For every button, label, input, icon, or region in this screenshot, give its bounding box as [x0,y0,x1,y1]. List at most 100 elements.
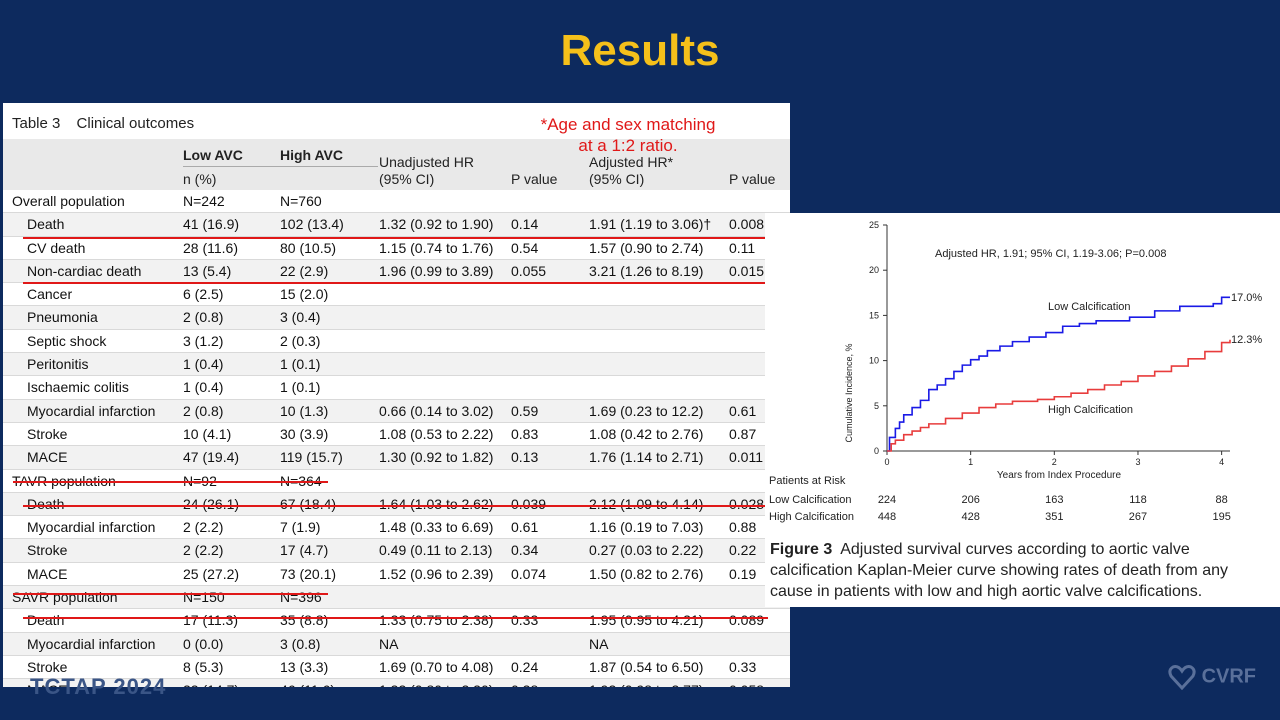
table-cell: 0.19 [729,565,757,582]
table-cell: 13 (3.3) [280,658,329,675]
table-cell: 0.089 [729,612,765,629]
label-low-calcification: Low Calcification [1048,301,1131,313]
table-cell: 1.08 (0.53 to 2.22) [379,425,494,442]
matching-note-line1: *Age and sex matching [540,115,716,134]
table-cell: 2 (0.8) [183,402,224,419]
table-cell: 2 (0.3) [280,332,321,349]
table-cell: 3.21 (1.26 to 8.19) [589,262,704,279]
table-cell: 15 (2.0) [280,286,329,303]
table-cell: 3 (0.4) [280,309,321,326]
col-high-avc: High AVC [280,147,343,163]
table-cell: N=760 [280,193,322,209]
highlight-death-tavr [23,505,768,507]
table-cell: 0.61 [511,519,539,536]
table-cell: Myocardial infarction [27,402,156,419]
table-cell: Myocardial infarction [27,635,156,652]
table-cell: N=396 [280,589,322,606]
table-row: MACE 47 (19.4) 119 (15.7) 1.30 (0.92 to 1.8… [3,446,790,470]
table-cell: 2.12 (1.09 to 4.14) [589,495,704,512]
table-cell: 1.57 (0.90 to 2.74) [589,239,704,256]
table-cell: 1.76 (1.14 to 2.71) [589,449,704,466]
table-cell: 0.22 [729,542,757,559]
header-divider [183,166,378,167]
table-cell: 0.54 [511,239,539,256]
table-cell: 2 (2.2) [183,519,224,536]
table-cell: 0.14 [511,216,539,233]
table-cell: Septic shock [27,332,107,349]
table-cell: 1.91 (1.19 to 3.06)† [589,216,712,233]
table-cell: 0.33 [511,612,539,629]
risk-number: 224 [878,494,896,506]
table-cell: 1.33 (0.75 to 2.38) [379,612,494,629]
series-high-calcification [887,339,1231,452]
table-cell: 10 (4.1) [183,425,232,442]
end-value-low: 17.0% [1231,292,1262,304]
table-cell: 2 (2.2) [183,542,224,559]
table-cell: Stroke [27,658,68,675]
table-row: CV death 28 (11.6) 80 (10.5) 1.15 (0.74 to … [3,237,790,260]
table-cell: 0.055 [511,262,547,279]
table-cell: 1.15 (0.74 to 1.76) [379,239,494,256]
clinical-outcomes-table: Table 3 Clinical outcomes Low AVC n (%) … [3,103,790,687]
table-cell: 0.13 [511,449,539,466]
table-cell: 1.96 (0.99 to 3.89) [379,262,494,279]
table-group-row: SAVR population N=150 N=396 [3,586,790,610]
table-row: Stroke 8 (5.3) 13 (3.3) 1.69 (0.70 to 4.08)… [3,656,790,680]
table-cell: 0.66 (0.14 to 3.02) [379,402,494,419]
table-cell: 10 (1.3) [280,402,329,419]
col-unadj-hr: Unadjusted HR [379,154,474,170]
table-cell: 8 (5.3) [183,658,224,675]
table-row: Ischaemic colitis 1 (0.4) 1 (0.1) [3,376,790,400]
table-cell: N=242 [183,193,225,209]
table-row: Myocardial infarction 2 (2.2) 7 (1.9) 1.48 … [3,516,790,540]
highlight-noncardiac [23,282,768,284]
table-cell: 28 (11.6) [183,239,238,256]
table-cell: 80 (10.5) [280,239,337,256]
table-cell: 67 (18.4) [280,495,337,512]
table-cell: TAVR population [12,473,116,489]
y-tick-label: 10 [869,356,879,366]
table-cell: 17 (11.3) [183,612,238,629]
table-cell: 0.34 [511,542,539,559]
table-cell: 1 (0.4) [183,379,224,396]
x-tick-label: 1 [968,457,973,467]
table-cell: 0.039 [511,495,547,512]
risk-number: 267 [1129,511,1147,523]
conference-watermark: TCTAP 2024 [30,674,167,699]
table-cell: NA [589,635,609,652]
table-cell: 0.008 [729,216,765,233]
table-cell: 0.49 (0.11 to 2.13) [379,542,493,559]
y-tick-label: 5 [874,401,879,411]
table-cell: Death [27,495,65,512]
table-cell: 1 (0.1) [280,356,321,373]
table-row: Cancer 6 (2.5) 15 (2.0) [3,283,790,307]
end-value-high: 12.3% [1231,334,1262,346]
table-caption: Table 3 Clinical outcomes [12,115,194,132]
col-p-value-1: P value [511,171,558,187]
table-cell: 0.87 [729,425,757,442]
matching-note: *Age and sex matching at a 1:2 ratio. [518,114,738,156]
table-cell: N=364 [280,473,322,489]
table-cell: 46 (11.6) [280,682,335,687]
highlight-death-overall [23,237,768,239]
table-cell: Myocardial infarction [27,519,156,536]
table-row: Death 17 (11.3) 35 (8.8) 1.33 (0.75 to 2.38… [3,609,790,633]
table-cell: 1.48 (0.33 to 6.69) [379,519,494,536]
table-row: MACE 22 (14.7) 46 (11.6) 1.32 (0.80 to 2.20… [3,679,790,687]
col-unadj-sub: (95% CI) [379,171,435,187]
x-axis-label: Years from Index Procedure [997,470,1122,481]
table-cell: 13 (5.4) [183,262,232,279]
table-row: Death 24 (26.1) 67 (18.4) 1.64 (1.03 to 2.6… [3,492,790,517]
table-cell: 7 (1.9) [280,519,321,536]
cvrf-logo: CVRF [1168,664,1256,691]
table-cell: 3 (1.2) [183,332,224,349]
table-row: Stroke 10 (4.1) 30 (3.9) 1.08 (0.53 to 2.22… [3,423,790,447]
table-cell: Stroke [27,425,68,442]
table-header-bar: Table 3 Clinical outcomes [3,103,790,139]
risk-number: 448 [878,511,896,523]
table-cell: 0.028 [729,495,765,512]
table-cell: 0.011 [729,449,763,466]
table-cell: 0.058 [729,682,764,687]
table-row: MACE 25 (27.2) 73 (20.1) 1.52 (0.96 to 2.39… [3,563,790,587]
figure-caption-label: Figure 3 [770,541,833,558]
